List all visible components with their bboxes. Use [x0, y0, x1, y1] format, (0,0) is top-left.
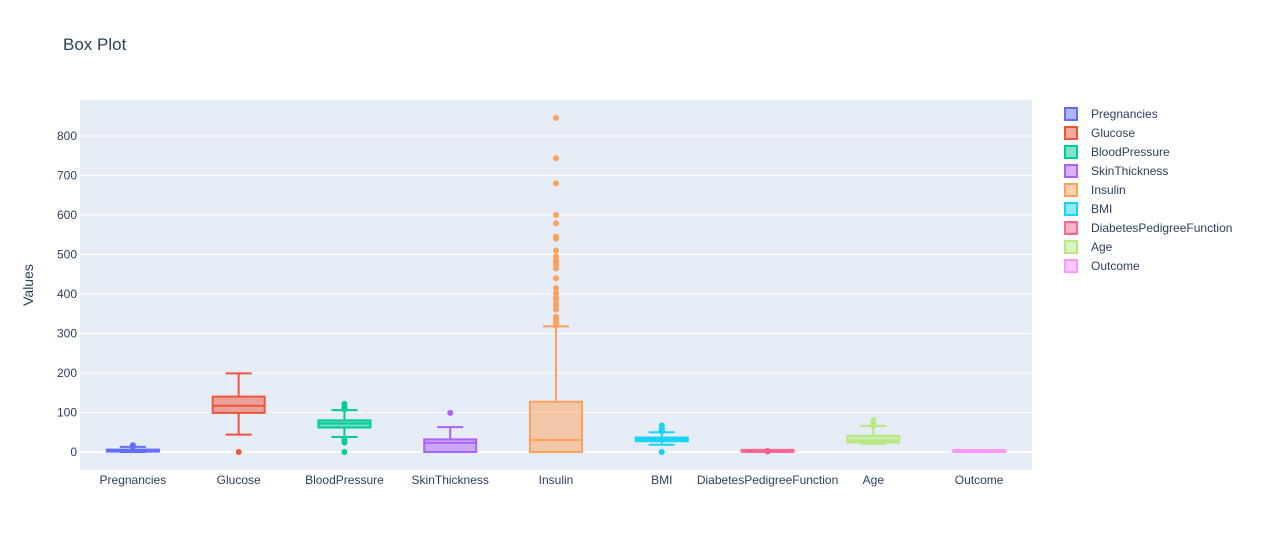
- outlier-point: [658, 449, 665, 455]
- legend-label: Glucose: [1091, 126, 1135, 140]
- outlier-point: [553, 313, 559, 320]
- outlier-point: [658, 422, 665, 429]
- box-diabetespedigreefunction: [740, 448, 795, 455]
- box-glucose: [211, 372, 266, 455]
- outlier-point: [341, 400, 348, 407]
- y-tick-label: 500: [57, 248, 77, 262]
- outlier-point: [553, 285, 559, 292]
- y-tick-label: 200: [57, 366, 77, 380]
- box-insulin: [529, 114, 583, 453]
- legend-item[interactable]: Pregnancies: [1064, 107, 1158, 121]
- x-tick-label: DiabetesPedigreeFunction: [697, 473, 838, 487]
- outlier-point: [553, 275, 559, 282]
- legend-label: BloodPressure: [1091, 145, 1170, 159]
- outlier-point: [553, 220, 559, 227]
- box-skinthickness: [423, 409, 478, 453]
- y-tick-label: 700: [57, 169, 77, 183]
- legend-label: DiabetesPedigreeFunction: [1091, 221, 1232, 235]
- y-tick-label: 300: [57, 327, 77, 341]
- x-tick-label: SkinThickness: [412, 473, 489, 487]
- legend-swatch: [1064, 202, 1078, 216]
- x-tick-label: BloodPressure: [305, 473, 384, 487]
- legend-swatch: [1064, 221, 1078, 235]
- outlier-point: [129, 442, 136, 449]
- legend-label: Age: [1091, 240, 1113, 254]
- outlier-point: [447, 409, 454, 416]
- box-iqr: [846, 434, 901, 444]
- box-bmi: [634, 422, 689, 455]
- x-tick-label: Glucose: [217, 473, 261, 487]
- legend-swatch: [1064, 183, 1078, 197]
- legend-item[interactable]: BloodPressure: [1064, 145, 1170, 159]
- legend-label: Outcome: [1091, 259, 1140, 273]
- legend-label: SkinThickness: [1091, 164, 1168, 178]
- x-tick-label: Outcome: [955, 473, 1004, 487]
- box-iqr: [529, 400, 583, 453]
- y-tick-label: 600: [57, 208, 77, 222]
- outlier-point: [553, 180, 559, 187]
- legend: Pregnancies Glucose BloodPressure SkinThick…: [1064, 107, 1232, 273]
- outlier-point: [553, 155, 559, 162]
- outlier-point: [553, 247, 559, 254]
- y-tick-label: 0: [70, 445, 77, 459]
- y-tick-label: 800: [57, 129, 77, 143]
- box-series-group: [105, 114, 1007, 455]
- x-axis-ticks: Pregnancies Glucose BloodPressure SkinThick…: [100, 473, 1004, 487]
- outlier-point: [553, 253, 559, 260]
- legend-label: Insulin: [1091, 183, 1126, 197]
- box-iqr: [423, 438, 478, 453]
- legend-item[interactable]: DiabetesPedigreeFunction: [1064, 221, 1232, 235]
- outlier-point: [553, 114, 559, 121]
- outlier-point: [341, 437, 348, 444]
- outlier-point: [235, 449, 242, 455]
- box-bloodpressure: [317, 400, 372, 455]
- outlier-point: [553, 300, 559, 307]
- box-age: [846, 417, 901, 445]
- outlier-point: [870, 417, 877, 424]
- x-tick-label: Pregnancies: [100, 473, 167, 487]
- x-tick-label: BMI: [651, 473, 672, 487]
- legend-item[interactable]: SkinThickness: [1064, 164, 1168, 178]
- box-outcome: [952, 449, 1007, 453]
- outlier-point: [553, 290, 559, 297]
- legend-label: Pregnancies: [1091, 107, 1158, 121]
- legend-item[interactable]: BMI: [1064, 202, 1112, 216]
- legend-swatch: [1064, 164, 1078, 178]
- y-tick-label: 100: [57, 406, 77, 420]
- legend-label: BMI: [1091, 202, 1112, 216]
- y-axis-ticks: 0 100 200 300 400 500 600 700 800: [57, 129, 77, 459]
- chart-title: Box Plot: [63, 35, 127, 54]
- legend-swatch: [1064, 145, 1078, 159]
- outlier-point: [764, 448, 771, 455]
- legend-swatch: [1064, 126, 1078, 140]
- outlier-point: [553, 212, 559, 218]
- outlier-point: [553, 233, 559, 240]
- outlier-point: [341, 449, 348, 455]
- legend-swatch: [1064, 259, 1078, 273]
- x-tick-label: Insulin: [539, 473, 574, 487]
- legend-swatch: [1064, 107, 1078, 121]
- x-tick-label: Age: [863, 473, 885, 487]
- legend-item[interactable]: Outcome: [1064, 259, 1140, 273]
- box-pregnancies: [105, 442, 160, 453]
- y-tick-label: 400: [57, 287, 77, 301]
- legend-item[interactable]: Insulin: [1064, 183, 1126, 197]
- legend-item[interactable]: Glucose: [1064, 126, 1135, 140]
- legend-swatch: [1064, 240, 1078, 254]
- y-axis-title: Values: [20, 264, 36, 306]
- box-iqr: [211, 395, 266, 414]
- legend-item[interactable]: Age: [1064, 240, 1113, 254]
